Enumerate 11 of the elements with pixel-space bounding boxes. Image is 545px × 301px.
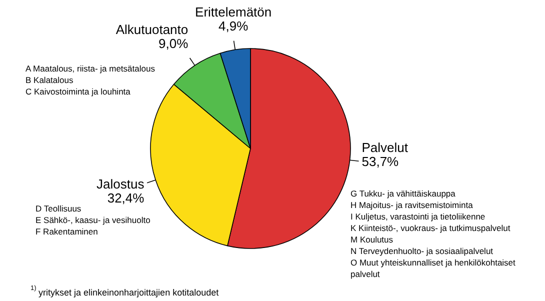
data-label: 9,0% bbox=[158, 36, 189, 51]
slice-label: Palvelut bbox=[362, 140, 408, 155]
slice-label: Jalostus bbox=[96, 176, 145, 192]
data-label: 53,7% bbox=[362, 154, 400, 169]
slice-label: Erittelemätön bbox=[195, 4, 272, 20]
text: G Tukku- ja vähittäiskauppa H Majoitus- ja ravitsemistoiminta I Kuljetus, varastointi ja tietoliikenne K Kiinteistö-, vuokraus- ja tutkimuspalvelut M Koulutus N Terveydenhuolto- ja sosiaalipalvelut O Muut yhteiskunnalliset ja henkilökohtaiset palvelut bbox=[350, 188, 516, 279]
data-label: 32,4% bbox=[107, 190, 145, 206]
text: D Teollisuus E Sähkö-, kaasu- ja vesihuolto F Rakentaminen bbox=[36, 204, 151, 236]
text: A Maatalous, riista- ja metsätalous B Kalatalous C Kaivostoiminta ja louhinta bbox=[26, 64, 155, 96]
slice-label: Alkutuotanto bbox=[116, 22, 188, 37]
data-label: 4,9% bbox=[218, 18, 249, 34]
